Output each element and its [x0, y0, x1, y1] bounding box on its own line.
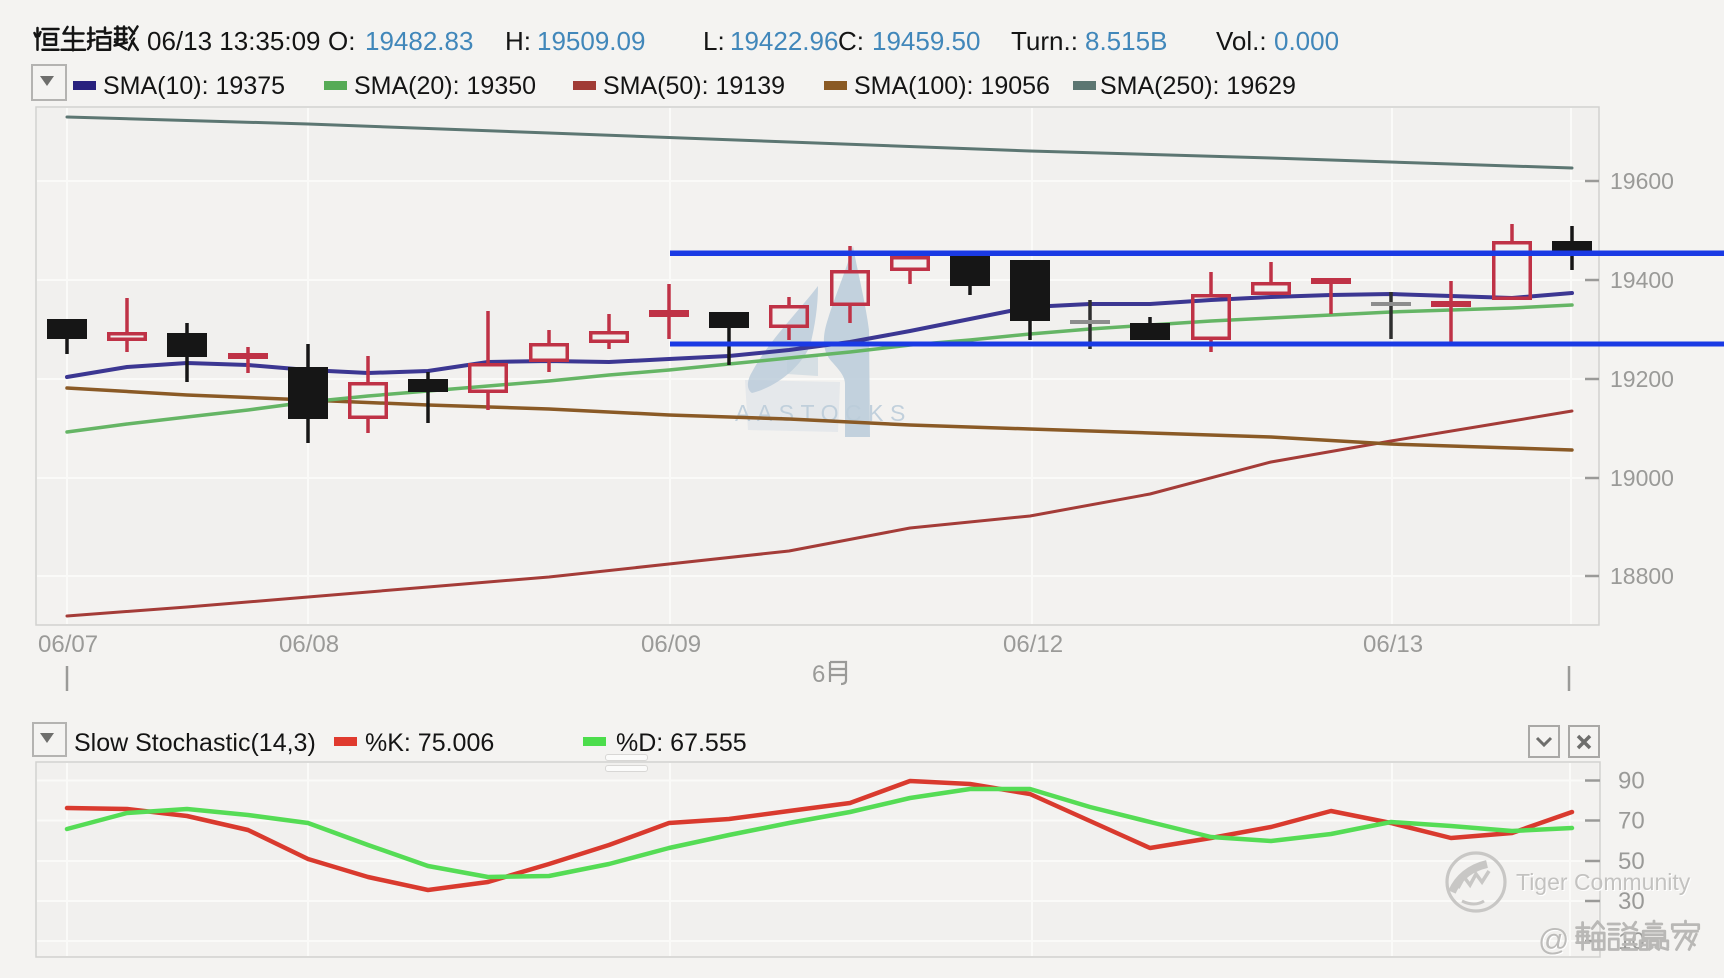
- svg-text:06/13: 06/13: [1363, 631, 1423, 658]
- svg-text:06/12: 06/12: [1003, 631, 1063, 658]
- svg-text:06/07: 06/07: [38, 631, 98, 658]
- svg-text:06/08: 06/08: [279, 631, 339, 658]
- svg-text:18800: 18800: [1610, 563, 1674, 589]
- svg-text:70: 70: [1618, 808, 1645, 835]
- svg-text:90: 90: [1618, 768, 1645, 795]
- svg-text:@: @: [1538, 922, 1569, 957]
- svg-text:6: 6: [812, 661, 825, 688]
- svg-text:19200: 19200: [1610, 366, 1674, 392]
- svg-text:19400: 19400: [1610, 267, 1674, 293]
- svg-text:19600: 19600: [1610, 168, 1674, 194]
- svg-text:50: 50: [1618, 848, 1645, 875]
- svg-text:Tiger Community: Tiger Community: [1516, 869, 1691, 895]
- svg-text:19000: 19000: [1610, 465, 1674, 491]
- svg-text:30: 30: [1618, 888, 1645, 915]
- svg-text:06/09: 06/09: [641, 631, 701, 658]
